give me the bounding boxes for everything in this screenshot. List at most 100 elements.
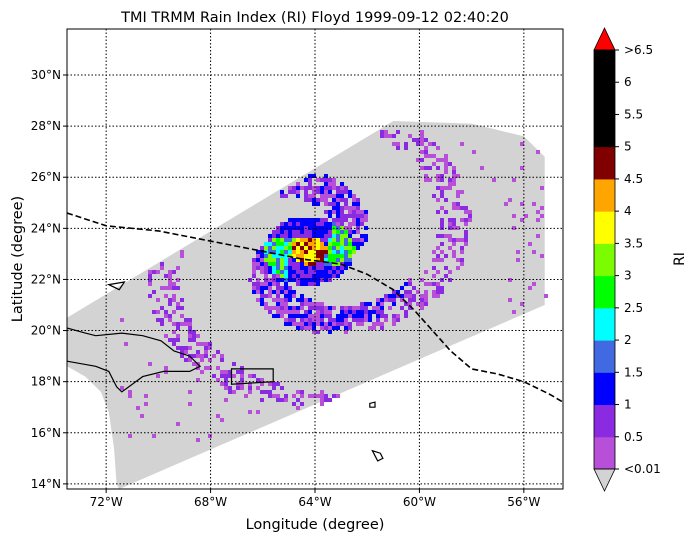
rain-cell xyxy=(312,226,316,230)
rain-cell xyxy=(328,182,332,186)
rain-cell xyxy=(264,246,268,250)
rain-cell xyxy=(300,402,304,406)
rain-cell xyxy=(344,218,348,222)
rain-cell xyxy=(204,342,208,346)
rain-cell xyxy=(356,306,360,310)
rain-cell xyxy=(200,358,204,362)
rain-cell xyxy=(332,394,336,398)
rain-cell xyxy=(288,310,292,314)
rain-cell xyxy=(284,274,288,278)
rain-cell xyxy=(164,274,168,278)
rain-cell xyxy=(328,306,332,310)
rain-cell xyxy=(344,254,348,258)
rain-cell xyxy=(268,390,272,394)
rain-cell xyxy=(248,382,252,386)
rain-cell xyxy=(348,326,352,330)
rain-cell xyxy=(304,270,308,274)
rain-cell xyxy=(536,218,540,222)
rain-cell xyxy=(280,386,284,390)
rain-cell xyxy=(528,242,532,246)
rain-cell xyxy=(328,186,332,190)
rain-cell xyxy=(296,306,300,310)
rain-cell xyxy=(324,306,328,310)
rain-cell xyxy=(296,398,300,402)
rain-cell xyxy=(444,210,448,214)
rain-cell xyxy=(216,366,220,370)
rain-cell xyxy=(256,258,260,262)
rain-cell xyxy=(536,150,540,154)
rain-cell xyxy=(288,238,292,242)
rain-cell xyxy=(360,234,364,238)
rain-cell xyxy=(340,190,344,194)
rain-cell xyxy=(340,226,344,230)
rain-cell xyxy=(236,386,240,390)
rain-cell xyxy=(172,322,176,326)
rain-cell xyxy=(120,386,124,390)
rain-cell xyxy=(328,330,332,334)
rain-cell xyxy=(404,142,408,146)
rain-cell xyxy=(336,210,340,214)
rain-cell xyxy=(436,234,440,238)
rain-cell xyxy=(264,266,268,270)
rain-cell xyxy=(460,206,464,210)
rain-cell xyxy=(300,234,304,238)
rain-cell xyxy=(176,422,180,426)
rain-cell xyxy=(416,302,420,306)
rain-cell xyxy=(340,246,344,250)
rain-cell xyxy=(248,374,252,378)
rain-cell xyxy=(352,194,356,198)
rain-cell xyxy=(264,274,268,278)
rain-cell xyxy=(324,270,328,274)
rain-cell xyxy=(180,346,184,350)
rain-cell xyxy=(312,218,316,222)
rain-cell xyxy=(392,314,396,318)
coastline-polygon xyxy=(67,327,202,393)
rain-cell xyxy=(272,298,276,302)
rain-cell xyxy=(308,218,312,222)
rain-cell xyxy=(312,202,316,206)
rain-cell xyxy=(284,230,288,234)
rain-cell xyxy=(364,314,368,318)
rain-cell xyxy=(460,190,464,194)
rain-cell xyxy=(224,378,228,382)
rain-cell xyxy=(180,298,184,302)
rain-cell xyxy=(332,326,336,330)
rain-cell xyxy=(452,182,456,186)
rain-cell xyxy=(308,254,312,258)
rain-cell xyxy=(240,386,244,390)
rain-cell xyxy=(348,190,352,194)
rain-cell xyxy=(288,274,292,278)
rain-cell xyxy=(516,250,520,254)
rain-cell xyxy=(312,282,316,286)
rain-cell xyxy=(224,398,228,402)
rain-cell xyxy=(308,182,312,186)
rain-cell xyxy=(444,186,448,190)
rain-cell xyxy=(396,130,400,134)
rain-cell xyxy=(412,298,416,302)
rain-cell xyxy=(180,322,184,326)
rain-cell xyxy=(208,346,212,350)
rain-cell xyxy=(312,234,316,238)
rain-cell xyxy=(188,358,192,362)
rain-cell xyxy=(316,314,320,318)
rain-cell xyxy=(268,234,272,238)
rain-cell xyxy=(332,230,336,234)
rain-cell xyxy=(336,194,340,198)
y-tick-label: 22°N xyxy=(31,272,61,286)
rain-cell xyxy=(224,382,228,386)
rain-cell xyxy=(348,246,352,250)
rain-cell xyxy=(172,338,176,342)
rain-cell xyxy=(348,238,352,242)
rain-cell xyxy=(380,302,384,306)
colorbar-bin xyxy=(594,307,615,341)
rain-cell xyxy=(248,410,252,414)
rain-cell xyxy=(328,310,332,314)
rain-cell xyxy=(364,218,368,222)
rain-cell xyxy=(196,350,200,354)
colorbar-tick-label: 3.5 xyxy=(624,236,643,250)
rain-cell xyxy=(280,262,284,266)
rain-cell xyxy=(280,246,284,250)
rain-cell xyxy=(464,230,468,234)
rain-cell xyxy=(260,298,264,302)
rain-cell xyxy=(212,354,216,358)
